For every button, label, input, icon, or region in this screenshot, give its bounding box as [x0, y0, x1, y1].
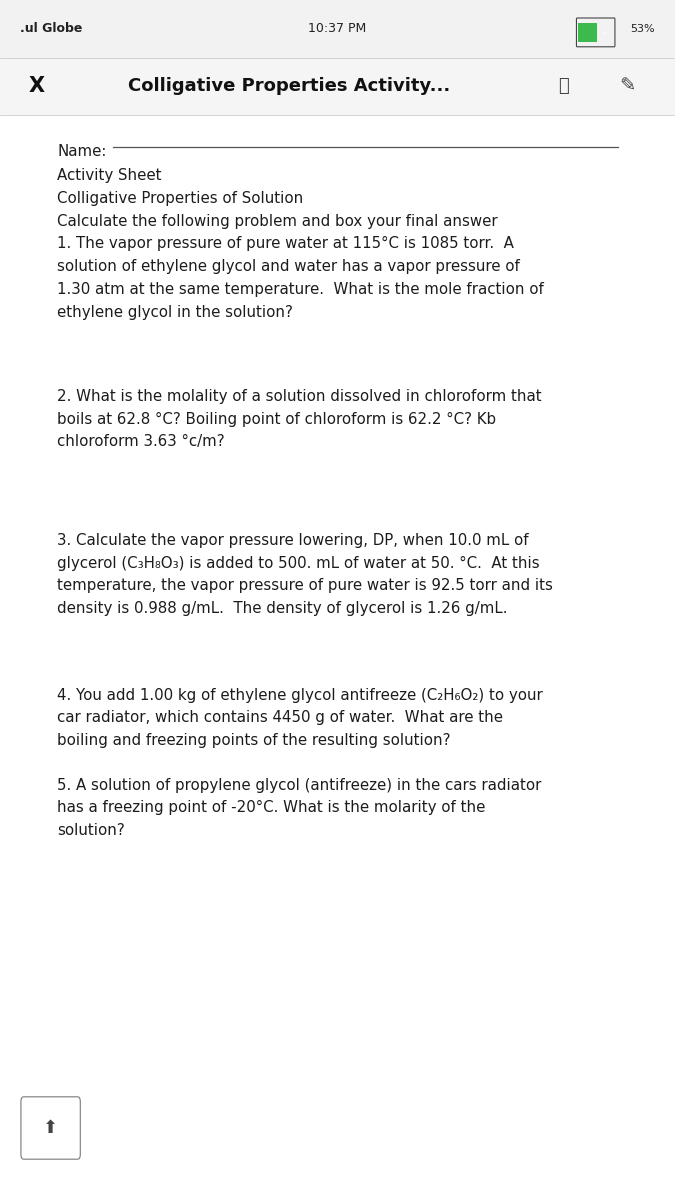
Text: ⬆: ⬆ — [43, 1118, 58, 1138]
Text: 2. What is the molality of a solution dissolved in chloroform that: 2. What is the molality of a solution di… — [57, 389, 542, 403]
Text: Colligative Properties of Solution: Colligative Properties of Solution — [57, 191, 304, 206]
Text: Name:: Name: — [57, 144, 107, 158]
Text: temperature, the vapor pressure of pure water is 92.5 torr and its: temperature, the vapor pressure of pure … — [57, 578, 554, 593]
Text: 4. You add 1.00 kg of ethylene glycol antifreeze (C₂H₆O₂) to your: 4. You add 1.00 kg of ethylene glycol an… — [57, 688, 543, 702]
Text: Colligative Properties Activity...: Colligative Properties Activity... — [128, 77, 450, 96]
Text: .ul Globe: .ul Globe — [20, 23, 82, 35]
Text: ⚡: ⚡ — [601, 28, 607, 37]
Text: solution of ethylene glycol and water has a vapor pressure of: solution of ethylene glycol and water ha… — [57, 259, 520, 274]
Text: 10:37 PM: 10:37 PM — [308, 23, 367, 35]
Text: 53%: 53% — [630, 24, 655, 34]
Text: chloroform 3.63 °c/m?: chloroform 3.63 °c/m? — [57, 434, 225, 449]
Text: ⧉: ⧉ — [558, 77, 569, 96]
Bar — [0, 0, 675, 58]
Text: boils at 62.8 °C? Boiling point of chloroform is 62.2 °C? Kb: boils at 62.8 °C? Boiling point of chlor… — [57, 412, 497, 427]
Text: density is 0.988 g/mL.  The density of glycerol is 1.26 g/mL.: density is 0.988 g/mL. The density of gl… — [57, 601, 508, 617]
Text: 1.30 atm at the same temperature.  What is the mole fraction of: 1.30 atm at the same temperature. What i… — [57, 282, 544, 296]
Text: ✎: ✎ — [620, 77, 636, 96]
Text: boiling and freezing points of the resulting solution?: boiling and freezing points of the resul… — [57, 733, 451, 749]
Text: Calculate the following problem and box your final answer: Calculate the following problem and box … — [57, 214, 498, 228]
Text: Activity Sheet: Activity Sheet — [57, 168, 162, 182]
Bar — [0, 58, 675, 115]
Text: X: X — [29, 77, 45, 96]
Text: solution?: solution? — [57, 823, 125, 838]
Text: 1. The vapor pressure of pure water at 115°C is 1085 torr.  A: 1. The vapor pressure of pure water at 1… — [57, 236, 514, 252]
Text: ethylene glycol in the solution?: ethylene glycol in the solution? — [57, 305, 293, 319]
Text: 3. Calculate the vapor pressure lowering, DP, when 10.0 mL of: 3. Calculate the vapor pressure lowering… — [57, 533, 529, 547]
Bar — [578, 23, 597, 42]
Text: car radiator, which contains 4450 g of water.  What are the: car radiator, which contains 4450 g of w… — [57, 710, 504, 725]
Text: glycerol (C₃H₈O₃) is added to 500. mL of water at 50. °C.  At this: glycerol (C₃H₈O₃) is added to 500. mL of… — [57, 556, 540, 571]
Text: has a freezing point of -20°C. What is the molarity of the: has a freezing point of -20°C. What is t… — [57, 800, 486, 816]
Text: 5. A solution of propylene glycol (antifreeze) in the cars radiator: 5. A solution of propylene glycol (antif… — [57, 778, 542, 792]
